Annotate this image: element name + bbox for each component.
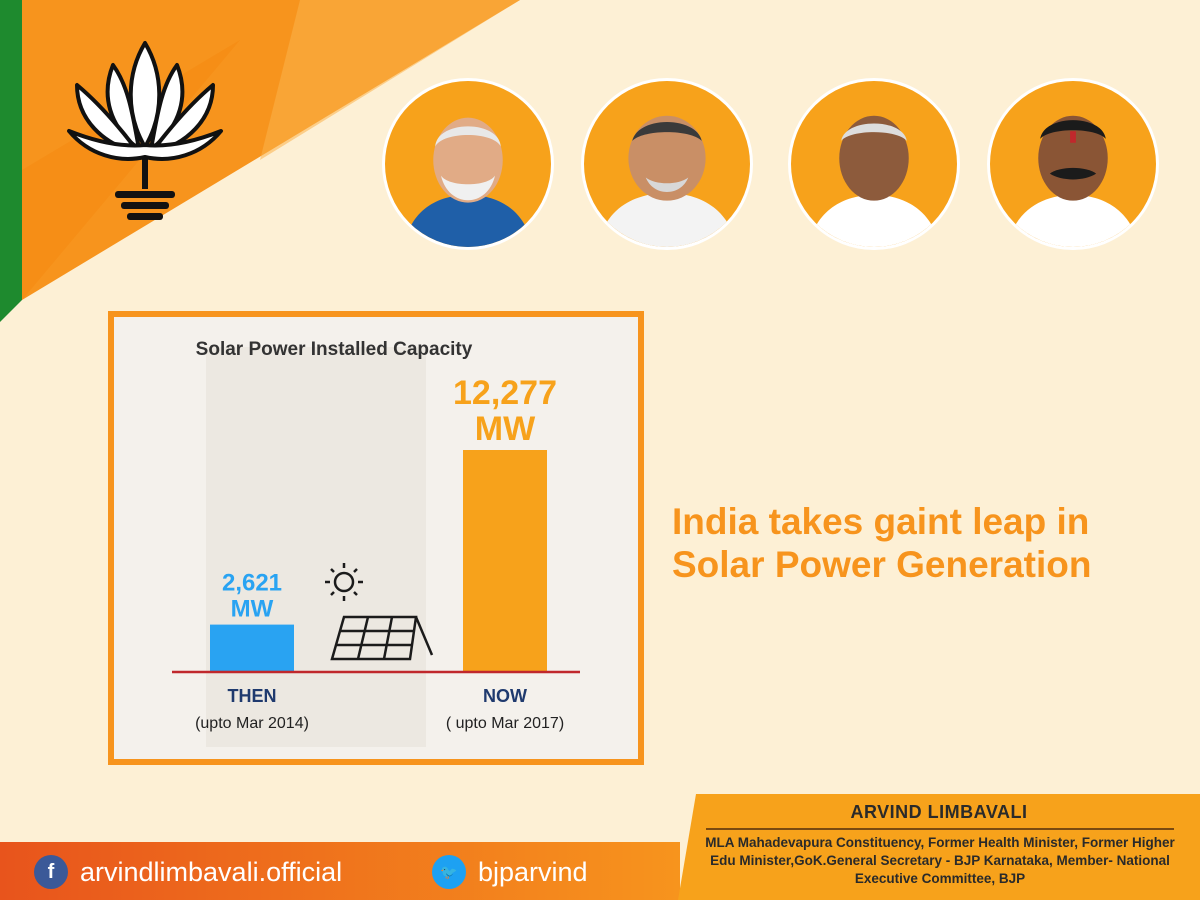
profile-divider (706, 828, 1174, 830)
bar-then (210, 624, 294, 672)
chart-title: Solar Power Installed Capacity (196, 339, 473, 360)
profile-description: MLA Mahadevapura Constituency, Former He… (705, 835, 1175, 886)
solar-capacity-chart: Solar Power Installed Capacity 2,621 MW TH… (108, 311, 644, 765)
profile-name: ARVIND LIMBAVALI (850, 802, 1028, 822)
portrait-1 (382, 78, 554, 250)
twitter-handle: bjparvind (478, 856, 588, 887)
sun-icon (325, 563, 363, 601)
twitter-icon: 🐦 (432, 855, 466, 889)
social-bar: f arvindlimbavali.official 🐦 bjparvind (0, 842, 680, 900)
portrait-icon (404, 117, 532, 247)
twitter-link[interactable]: 🐦 bjparvind (432, 854, 588, 890)
bar-now (463, 450, 547, 672)
category-note-now: ( upto Mar 2017) (446, 715, 564, 732)
value-label-now: 12,277 (453, 374, 557, 412)
portrait-2 (581, 78, 753, 250)
category-label-now: NOW (483, 686, 527, 706)
facebook-icon: f (34, 855, 68, 889)
portrait-icon (808, 115, 940, 247)
category-note-then: (upto Mar 2014) (195, 715, 309, 732)
unit-label-then: MW (231, 596, 274, 623)
headline: India takes gaint leap in Solar Power Ge… (672, 500, 1172, 586)
portrait-4 (987, 78, 1159, 250)
solar-panel-icon (330, 615, 434, 661)
category-label-then: THEN (228, 686, 277, 706)
facebook-link[interactable]: f arvindlimbavali.official (34, 854, 342, 890)
portrait-icon (1007, 115, 1139, 247)
portrait-3 (788, 78, 960, 250)
profile-card: ARVIND LIMBAVALI MLA Mahadevapura Consti… (678, 794, 1200, 900)
headline-line-1: India takes gaint leap in (672, 501, 1090, 542)
portrait-icon (597, 115, 737, 247)
chart-canvas: Solar Power Installed Capacity 2,621MWTH… (172, 339, 580, 747)
headline-line-2: Solar Power Generation (672, 544, 1092, 585)
facebook-handle: arvindlimbavali.official (80, 856, 343, 887)
unit-label-now: MW (475, 410, 536, 448)
value-label-then: 2,621 (222, 570, 282, 597)
lotus-icon (67, 41, 223, 220)
